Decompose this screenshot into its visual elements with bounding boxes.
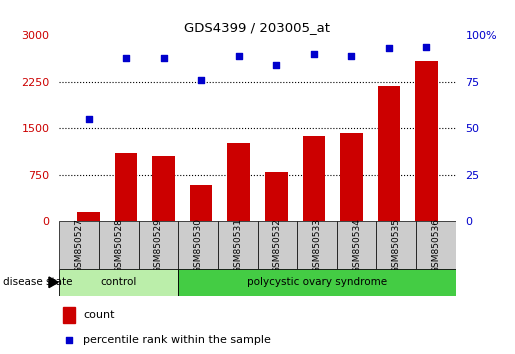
Bar bbox=[340, 133, 363, 221]
Bar bbox=[218, 221, 258, 269]
Point bbox=[272, 62, 280, 68]
Text: count: count bbox=[83, 310, 114, 320]
Point bbox=[160, 55, 168, 61]
Text: GSM850535: GSM850535 bbox=[392, 218, 401, 273]
Bar bbox=[265, 172, 287, 221]
Point bbox=[347, 53, 355, 59]
Point bbox=[84, 116, 93, 122]
Bar bbox=[99, 221, 139, 269]
Text: GSM850531: GSM850531 bbox=[233, 218, 242, 273]
Bar bbox=[377, 86, 400, 221]
Bar bbox=[59, 221, 99, 269]
Text: percentile rank within the sample: percentile rank within the sample bbox=[83, 335, 271, 344]
Text: control: control bbox=[100, 277, 137, 287]
Point bbox=[65, 337, 73, 342]
Bar bbox=[139, 221, 178, 269]
Bar bbox=[416, 221, 456, 269]
Bar bbox=[415, 61, 438, 221]
Bar bbox=[59, 269, 178, 296]
Text: GSM850529: GSM850529 bbox=[154, 218, 163, 273]
Text: GSM850528: GSM850528 bbox=[114, 218, 123, 273]
Text: GSM850533: GSM850533 bbox=[313, 218, 321, 273]
Title: GDS4399 / 203005_at: GDS4399 / 203005_at bbox=[184, 21, 331, 34]
Text: polycystic ovary syndrome: polycystic ovary syndrome bbox=[247, 277, 387, 287]
Text: GSM850530: GSM850530 bbox=[194, 218, 202, 273]
Bar bbox=[337, 221, 376, 269]
Text: GSM850536: GSM850536 bbox=[432, 218, 440, 273]
Bar bbox=[77, 212, 100, 221]
Text: GSM850532: GSM850532 bbox=[273, 218, 282, 273]
Bar bbox=[178, 221, 218, 269]
Point bbox=[235, 53, 243, 59]
Bar bbox=[115, 153, 138, 221]
Bar bbox=[178, 269, 456, 296]
Text: GSM850527: GSM850527 bbox=[75, 218, 83, 273]
Bar bbox=[376, 221, 416, 269]
Bar bbox=[190, 185, 212, 221]
Text: disease state: disease state bbox=[3, 277, 72, 287]
Bar bbox=[228, 143, 250, 221]
Point bbox=[385, 46, 393, 51]
Bar bbox=[152, 156, 175, 221]
Point bbox=[310, 51, 318, 57]
Point bbox=[422, 44, 431, 49]
Text: GSM850534: GSM850534 bbox=[352, 218, 361, 273]
Bar bbox=[63, 307, 75, 323]
Bar bbox=[297, 221, 337, 269]
Bar bbox=[258, 221, 297, 269]
Point bbox=[197, 77, 205, 83]
Bar bbox=[303, 136, 325, 221]
Point bbox=[122, 55, 130, 61]
